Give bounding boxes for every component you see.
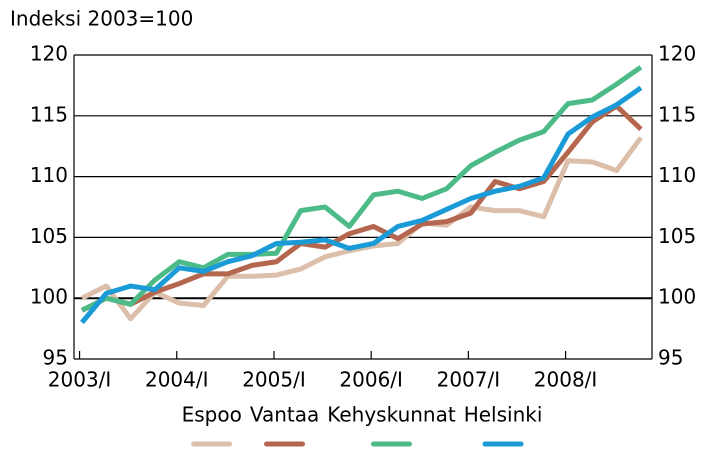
y-axis-label: Indeksi 2003=100 bbox=[10, 7, 193, 31]
y-tick-label: 95 bbox=[43, 346, 68, 370]
y2-tick-label: 115 bbox=[658, 102, 696, 126]
series-line bbox=[80, 103, 643, 313]
x-tick-label: 2008/I bbox=[534, 368, 598, 392]
x-tick-label: 2007/I bbox=[437, 368, 501, 392]
y-tick-label: 100 bbox=[30, 285, 68, 309]
y-tick-label: 115 bbox=[30, 102, 68, 126]
y2-tick-label: 100 bbox=[658, 285, 696, 309]
x-tick-label: 2006/I bbox=[339, 368, 403, 392]
series-line bbox=[80, 85, 643, 325]
y2-tick-label: 95 bbox=[658, 346, 683, 370]
series-line bbox=[80, 65, 643, 313]
y2-tick-label: 120 bbox=[658, 42, 696, 66]
legend-label: Helsinki bbox=[464, 403, 543, 427]
y2-tick-label: 105 bbox=[658, 224, 696, 248]
y-tick-label: 105 bbox=[30, 224, 68, 248]
legend-label: Kehyskunnat bbox=[327, 403, 456, 427]
x-tick-label: 2005/I bbox=[242, 368, 306, 392]
y-tick-label: 110 bbox=[30, 163, 68, 187]
legend-label: Vantaa bbox=[250, 403, 319, 427]
y-tick-label: 120 bbox=[30, 42, 68, 66]
legend-label: Espoo bbox=[182, 403, 242, 427]
x-tick-label: 2003/I bbox=[48, 368, 112, 392]
x-tick-label: 2004/I bbox=[145, 368, 209, 392]
y2-tick-label: 110 bbox=[658, 163, 696, 187]
